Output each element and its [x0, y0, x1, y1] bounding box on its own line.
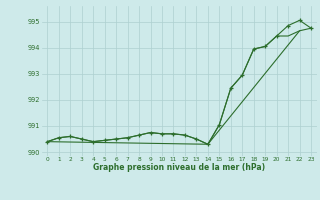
X-axis label: Graphe pression niveau de la mer (hPa): Graphe pression niveau de la mer (hPa) [93, 163, 265, 172]
